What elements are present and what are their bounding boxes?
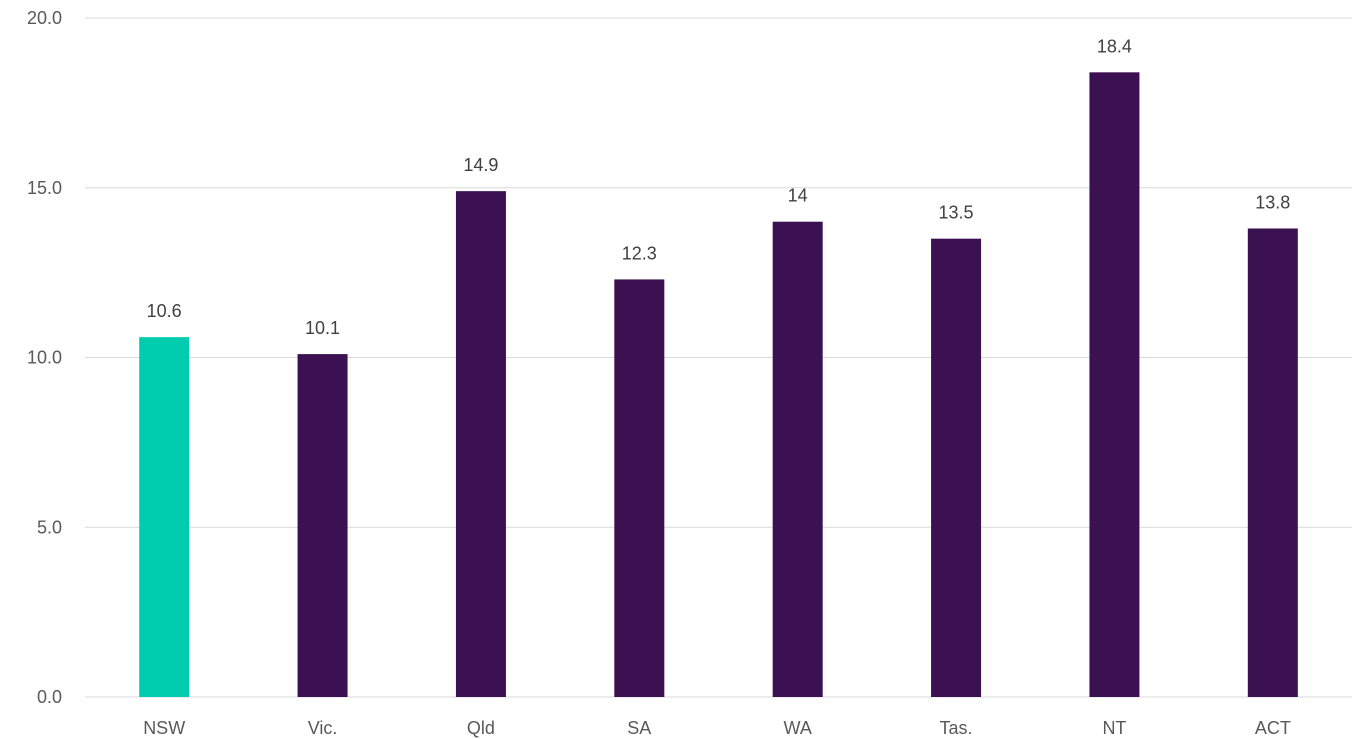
x-tick-label: WA xyxy=(784,718,812,738)
y-tick-label: 10.0 xyxy=(27,348,62,368)
y-axis: 0.0 5.0 10.0 15.0 20.0 xyxy=(27,8,62,707)
x-tick-label: Qld xyxy=(467,718,495,738)
bar-sa xyxy=(614,279,665,697)
data-label: 10.6 xyxy=(147,301,182,321)
data-label: 10.1 xyxy=(305,318,340,338)
y-tick-label: 0.0 xyxy=(37,687,62,707)
x-axis: NSW Vic. Qld SA WA Tas. NT ACT xyxy=(143,718,1291,738)
bar-qld xyxy=(455,191,506,697)
bar-act xyxy=(1247,228,1298,698)
x-tick-label: SA xyxy=(627,718,651,738)
data-label: 14 xyxy=(788,186,808,206)
data-label: 12.3 xyxy=(622,243,657,263)
y-tick-label: 15.0 xyxy=(27,178,62,198)
bar-wa xyxy=(772,221,823,697)
bar-nsw xyxy=(139,337,190,697)
y-tick-label: 20.0 xyxy=(27,8,62,28)
data-label: 14.9 xyxy=(463,155,498,175)
x-tick-label: Tas. xyxy=(940,718,973,738)
x-tick-label: NSW xyxy=(143,718,185,738)
data-label: 13.5 xyxy=(939,203,974,223)
bar-nt xyxy=(1089,72,1140,697)
data-label: 18.4 xyxy=(1097,36,1132,56)
x-tick-label: ACT xyxy=(1255,718,1291,738)
x-tick-label: NT xyxy=(1102,718,1126,738)
y-tick-label: 5.0 xyxy=(37,517,62,537)
bar-vic xyxy=(297,354,348,697)
grid-layer xyxy=(85,17,1352,698)
x-tick-label: Vic. xyxy=(308,718,338,738)
bar-tas xyxy=(931,238,982,698)
data-label: 13.8 xyxy=(1255,192,1290,212)
data-labels: 10.6 10.1 14.9 12.3 14 13.5 18.4 13.8 xyxy=(147,36,1291,338)
bars xyxy=(139,72,1298,698)
